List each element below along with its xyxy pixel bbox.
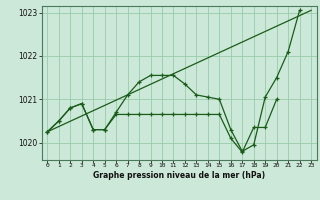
X-axis label: Graphe pression niveau de la mer (hPa): Graphe pression niveau de la mer (hPa) [93, 171, 265, 180]
